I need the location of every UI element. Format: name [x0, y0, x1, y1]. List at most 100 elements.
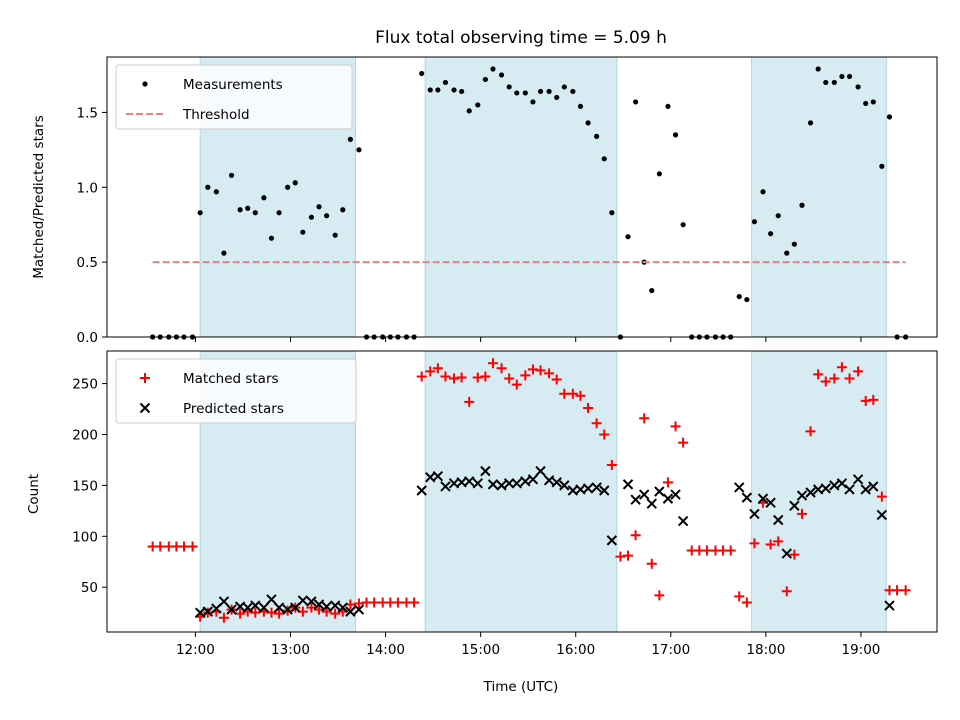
matched-stars-point [829, 373, 840, 384]
predicted-stars-point [734, 482, 745, 493]
measurements-point [308, 214, 315, 220]
measurements-point [546, 88, 552, 95]
matched-stars-point [432, 363, 443, 374]
measurements-point [245, 205, 251, 211]
predicted-stars-point [836, 478, 848, 489]
measurements-point [870, 99, 876, 105]
measurements-point [656, 171, 662, 177]
measurements-point [768, 231, 774, 237]
measurements-point [570, 88, 576, 95]
predicted-stars-point [321, 601, 332, 612]
matched-stars-point [155, 541, 166, 552]
measurements-point [886, 114, 893, 120]
x-tick-label: 19:00 [841, 642, 880, 658]
measurements-point [839, 73, 845, 80]
matched-stars-point [472, 372, 483, 383]
measurements-point [585, 120, 591, 126]
chart-title: Flux total observing time = 5.09 h [375, 28, 667, 48]
predicted-stars-point [329, 600, 341, 611]
predicted-stars-point [242, 602, 253, 613]
legend: Measurements Threshold [115, 64, 353, 130]
predicted-stars-point [559, 480, 570, 491]
matched-stars-point [900, 585, 911, 596]
top-panel: 0.0 0.5 1.0 1.5 Measurements Threshold [77, 56, 938, 346]
predicted-stars-point [599, 485, 610, 496]
predicted-stars-point [432, 471, 444, 482]
matched-stars-point [250, 607, 261, 618]
measurements-point [482, 76, 488, 83]
measurements-point [221, 250, 227, 256]
predicted-stars-point [282, 604, 293, 615]
matched-stars-point [654, 590, 665, 601]
measurements-point [609, 210, 615, 216]
predicted-stars-point [876, 509, 888, 521]
predicted-stars-point [591, 482, 602, 493]
measurements-point [197, 210, 203, 216]
measurements-point [228, 172, 235, 178]
predicted-stars-point [551, 477, 562, 488]
matched-stars-point [187, 541, 198, 552]
y-tick-label: 200 [72, 427, 98, 443]
y-tick-label: 250 [72, 377, 98, 393]
predicted-stars-point [480, 465, 491, 477]
predicted-stars-point [820, 483, 831, 494]
predicted-stars-point [472, 478, 483, 489]
measurements-point [300, 229, 306, 235]
matched-stars-point [392, 597, 403, 608]
x-axis-label: Time (UTC) [483, 679, 559, 695]
matched-stars-point [868, 394, 879, 405]
matched-stars-point [353, 598, 364, 609]
measurements-point [514, 90, 520, 96]
predicted-stars-point [662, 493, 674, 504]
matched-stars-point [544, 368, 555, 379]
matched-stars-point [535, 365, 546, 376]
measurements-point [775, 213, 781, 219]
observing-interval-2 [424, 56, 618, 338]
predicted-stars-point [765, 497, 776, 508]
measurements-point [498, 72, 505, 78]
matched-stars-point [749, 538, 760, 549]
matched-stars-point [449, 373, 460, 384]
legend-predicted-stars-label: Predicted stars [183, 401, 284, 417]
predicted-stars-point [520, 476, 531, 487]
predicted-stars-point [741, 492, 753, 503]
predicted-stars-point [306, 596, 317, 607]
matched-stars-point [409, 597, 420, 608]
matched-stars-point [615, 551, 626, 562]
predicted-stars-point [511, 478, 522, 489]
y-tick-label: 1.5 [77, 105, 98, 121]
measurements-point [506, 84, 512, 90]
measurements-point [530, 99, 536, 105]
measurements-point [831, 79, 837, 86]
predicted-stars-point [884, 600, 895, 611]
matched-stars-point [892, 585, 903, 596]
measurements-point [237, 207, 243, 213]
matched-stars-point [274, 608, 285, 619]
measurements-point [594, 133, 600, 139]
y-tick-label: 100 [72, 529, 98, 545]
observing-interval-3 [751, 56, 887, 338]
axes-frame [106, 350, 938, 633]
matched-stars-point [179, 541, 190, 552]
matched-stars-point [844, 373, 855, 384]
x-tick-label: 16:00 [556, 642, 595, 658]
predicted-stars-point [638, 489, 650, 500]
predicted-stars-point [258, 602, 270, 613]
y-tick-label: 1.0 [77, 180, 98, 196]
measurements-point [625, 234, 631, 240]
predicted-stars-point [781, 548, 792, 559]
matched-stars-point [773, 536, 784, 547]
matched-stars-point [606, 460, 617, 471]
legend-matched-stars-marker [140, 373, 150, 383]
measurements-point [332, 232, 338, 238]
measurements-point [522, 90, 528, 96]
matched-stars-point [813, 369, 824, 380]
predicted-stars-point [313, 599, 325, 610]
matched-stars-point [860, 395, 871, 406]
predicted-stars-point [297, 595, 309, 606]
measurements-point [799, 202, 805, 208]
matched-stars-point [599, 429, 610, 440]
measurements-point [744, 296, 750, 303]
matched-stars-point [639, 413, 650, 424]
predicted-stars-point [773, 514, 784, 526]
